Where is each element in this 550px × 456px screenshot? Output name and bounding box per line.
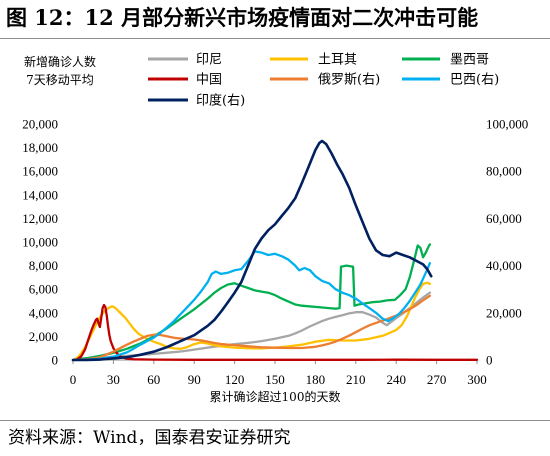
y-right-tick-label: 60,000 <box>486 211 522 226</box>
y-right-tick-label: 100,000 <box>486 117 528 132</box>
legend-label: 中国 <box>196 73 222 88</box>
y-right-tick-label: 0 <box>486 353 493 368</box>
legend-item-russia: 俄罗斯(右) <box>270 73 380 88</box>
figure-title: 图 12：12 月部分新兴市场疫情面对二次冲击可能 <box>6 5 479 30</box>
legend-label: 墨西哥 <box>450 53 489 68</box>
legend-item-indonesia: 印尼 <box>148 53 222 68</box>
legend-item-brazil: 巴西(右) <box>402 73 499 88</box>
y-left-tick-label: 8,000 <box>29 258 58 273</box>
x-tick-label: 270 <box>427 372 447 387</box>
x-tick-label: 180 <box>306 372 326 387</box>
x-tick-label: 210 <box>346 372 366 387</box>
source-note: 资料来源：Wind，国泰君安证券研究 <box>8 428 291 448</box>
x-tick-label: 30 <box>107 372 120 387</box>
y-right-tick-label: 40,000 <box>486 258 522 273</box>
series-line-russia <box>71 294 432 362</box>
x-tick-label: 150 <box>265 372 285 387</box>
legend-label: 印尼 <box>196 53 222 68</box>
y-axis-left: 0 2,000 4,000 6,000 8,000 10,000 12,000 14,000 1… <box>22 117 58 368</box>
legend-label: 巴西(右) <box>450 73 499 88</box>
y-axis-right: 0 20,000 40,000 60,000 80,000 100,000 <box>486 117 528 368</box>
legend-item-china: 中国 <box>148 73 222 88</box>
x-tick-label: 120 <box>225 372 245 387</box>
y-right-tick-label: 20,000 <box>486 305 522 320</box>
y-left-tick-label: 2,000 <box>29 329 58 344</box>
y-right-tick-label: 80,000 <box>486 164 522 179</box>
series-line-brazil <box>71 250 432 362</box>
y-left-tick-label: 20,000 <box>22 117 58 132</box>
x-axis-label: 累计确诊超过100的天数 <box>210 389 341 404</box>
y-left-tick-label: 18,000 <box>22 140 58 155</box>
y-left-tick-label: 16,000 <box>22 164 58 179</box>
legend-item-mexico: 墨西哥 <box>402 53 489 68</box>
legend-item-turkey: 土耳其 <box>270 53 357 68</box>
x-axis-ticks: 0 30 60 90 120 150 180 210 240 270 300 <box>70 360 487 387</box>
legend-item-india: 印度(右) <box>148 93 245 109</box>
x-tick-label: 90 <box>188 372 201 387</box>
series-line-mexico <box>71 243 432 362</box>
x-tick-label: 300 <box>467 372 487 387</box>
y-left-tick-label: 12,000 <box>22 211 58 226</box>
y-left-tick-label: 0 <box>52 353 59 368</box>
source-divider <box>0 420 550 421</box>
legend-label: 俄罗斯(右) <box>318 73 380 88</box>
y-left-tick-label: 14,000 <box>22 187 58 202</box>
legend-label: 印度(右) <box>196 93 245 109</box>
y-left-tick-label: 10,000 <box>22 235 58 250</box>
y-left-tick-label: 6,000 <box>29 282 58 297</box>
y-left-tick-label: 4,000 <box>29 305 58 320</box>
series-line-china <box>71 303 479 362</box>
title-divider <box>0 38 550 39</box>
y-axis-label: 新增确诊人数 <box>24 54 96 69</box>
plot-lines <box>71 139 479 362</box>
x-tick-label: 0 <box>70 372 77 387</box>
x-tick-label: 60 <box>147 372 160 387</box>
y-axis-label-note: 7天移动平均 <box>26 73 94 87</box>
legend-label: 土耳其 <box>318 53 357 68</box>
legend: 印尼 土耳其 墨西哥 中国 俄罗斯(右) 巴西(右) 印度(右) <box>148 53 499 109</box>
series-line-turkey <box>71 281 432 362</box>
x-tick-label: 240 <box>386 372 406 387</box>
series-line-india <box>71 139 433 362</box>
series-line-indonesia <box>71 291 432 362</box>
